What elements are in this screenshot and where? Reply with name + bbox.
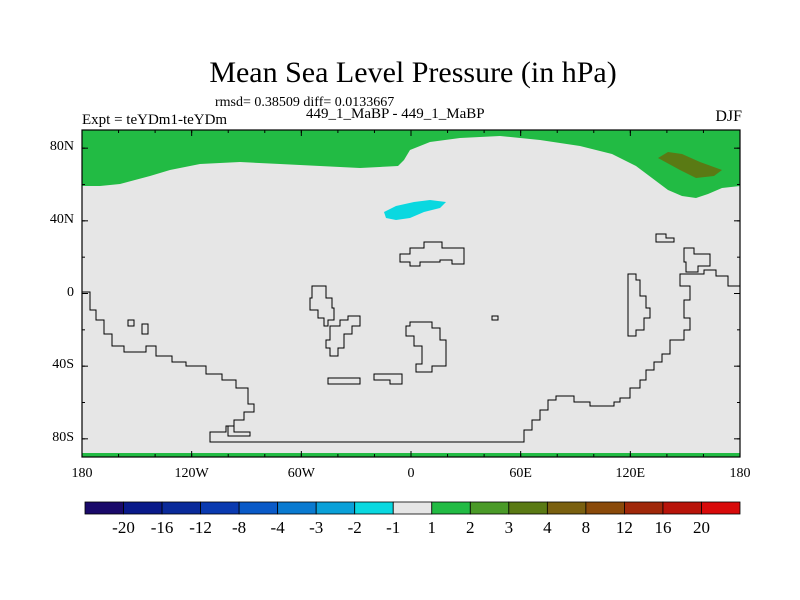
colorbar-box-6	[315, 501, 356, 515]
coastline-asia	[399, 241, 465, 267]
colorbar-box-3	[200, 501, 240, 515]
subtitle: 449_1_MaBP - 449_1_MaBP	[306, 106, 485, 122]
colorbar-label-13: 12	[615, 518, 633, 537]
colorbar	[84, 501, 741, 515]
coastline-islet-b	[141, 323, 149, 335]
colorbar-label-12: 8	[581, 518, 591, 537]
colorbar-label-8: 1	[427, 518, 437, 537]
colorbar-label-0: -20	[112, 518, 135, 537]
colorbar-label-2: -12	[189, 518, 212, 537]
coastline-japan	[655, 233, 675, 243]
colorbar-box-0	[84, 501, 124, 515]
coastline-australia	[405, 321, 447, 373]
coastline-africa	[309, 285, 335, 327]
x-tick-label-0: 180	[71, 466, 93, 481]
rmsd-diff-stats: rmsd= 0.38509 diff= 0.0133667	[215, 95, 395, 110]
coastline-indonesia	[627, 273, 651, 337]
y-tick-label-1: 40N	[49, 211, 74, 227]
coastline-islet-a	[127, 319, 135, 327]
experiment-label: Expt = teYDm1-teYDm	[82, 112, 228, 128]
colorbar-label-5: -3	[309, 518, 324, 537]
coastline-east-asia	[683, 247, 711, 273]
colorbar-label-15: 20	[692, 518, 710, 537]
x-tick-label-4: 60E	[509, 466, 532, 481]
negative-anomaly-atlantic	[384, 200, 446, 220]
coastline-islet-c	[491, 315, 499, 321]
y-tick-label-4: 80S	[52, 429, 74, 445]
coastline-south-africa	[325, 315, 361, 357]
colorbar-box-8	[392, 501, 433, 515]
colorbar-box-13	[585, 501, 625, 515]
colorbar-box-15	[662, 501, 702, 515]
colorbar-label-1: -16	[150, 518, 174, 537]
colorbar-label-14: 16	[654, 518, 672, 537]
colorbar-box-11	[508, 501, 548, 515]
y-tick-label-0: 80N	[49, 139, 74, 155]
colorbar-box-7	[354, 501, 394, 515]
colorbar-label-9: 2	[466, 518, 475, 537]
colorbar-box-2	[161, 501, 201, 515]
y-tick-label-2: 0	[67, 284, 74, 300]
colorbar-box-9	[431, 501, 471, 515]
colorbar-label-3: -8	[232, 518, 247, 537]
coastline-island-small	[373, 373, 403, 385]
colorbar-box-14	[624, 501, 664, 515]
chart-title: Mean Sea Level Pressure (in hPa)	[209, 56, 617, 89]
season-label: DJF	[715, 108, 742, 125]
x-tick-label-3: 0	[407, 466, 415, 481]
colorbar-label-10: 3	[504, 518, 514, 537]
x-tick-label-2: 60W	[287, 466, 315, 481]
coastline-greenland-mid	[227, 425, 251, 437]
colorbar-label-7: -1	[386, 518, 401, 537]
positive-anomaly-arctic	[82, 130, 740, 198]
y-tick-label-3: 40S	[52, 357, 74, 373]
colorbar-box-16	[701, 501, 741, 515]
colorbar-label-6: -2	[347, 518, 362, 537]
colorbar-box-10	[469, 501, 510, 515]
coastlines	[82, 233, 741, 443]
axis-ticks	[81, 130, 741, 457]
colorbar-box-1	[123, 501, 163, 515]
map-background	[82, 130, 740, 457]
coastline-island-long	[327, 377, 361, 385]
colorbar-label-11: 4	[543, 518, 552, 537]
x-tick-label-6: 180	[729, 466, 751, 481]
x-tick-label-5: 120E	[615, 466, 646, 481]
colorbar-box-4	[238, 501, 279, 515]
coastline-americas	[82, 269, 741, 443]
positive-anomaly-siberia	[658, 152, 722, 178]
colorbar-box-12	[546, 501, 587, 515]
colorbar-box-5	[277, 501, 317, 515]
colorbar-label-4: -4	[270, 518, 285, 537]
x-tick-label-1: 120W	[174, 466, 209, 481]
